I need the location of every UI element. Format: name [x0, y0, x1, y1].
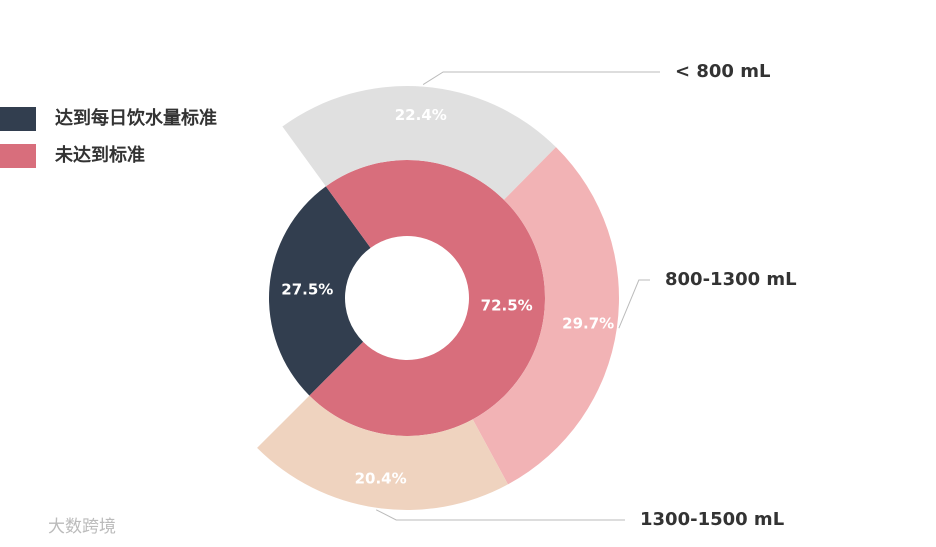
value-label: 27.5% [281, 281, 333, 299]
donut-segment [472, 147, 619, 485]
donut-segment [257, 395, 508, 511]
donut-segment [282, 86, 556, 200]
category-label: < 800 mL [675, 61, 770, 82]
value-label: 29.7% [562, 314, 614, 332]
category-label: 1300-1500 mL [640, 509, 784, 530]
category-label: 800-1300 mL [665, 269, 797, 290]
leader-line [422, 71, 660, 86]
legend-swatch [0, 144, 36, 168]
leader-line [375, 509, 625, 521]
value-label: 22.4% [395, 106, 447, 124]
legend-swatch [0, 107, 36, 131]
leader-line [618, 279, 650, 329]
legend-label: 达到每日饮水量标准 [55, 107, 217, 129]
value-label: 20.4% [355, 470, 407, 488]
watermark: 大数跨境 [48, 517, 116, 537]
donut-segment [268, 186, 371, 396]
donut-segment [309, 160, 545, 436]
value-label: 72.5% [481, 296, 533, 314]
legend-label: 未达到标准 [55, 144, 145, 166]
